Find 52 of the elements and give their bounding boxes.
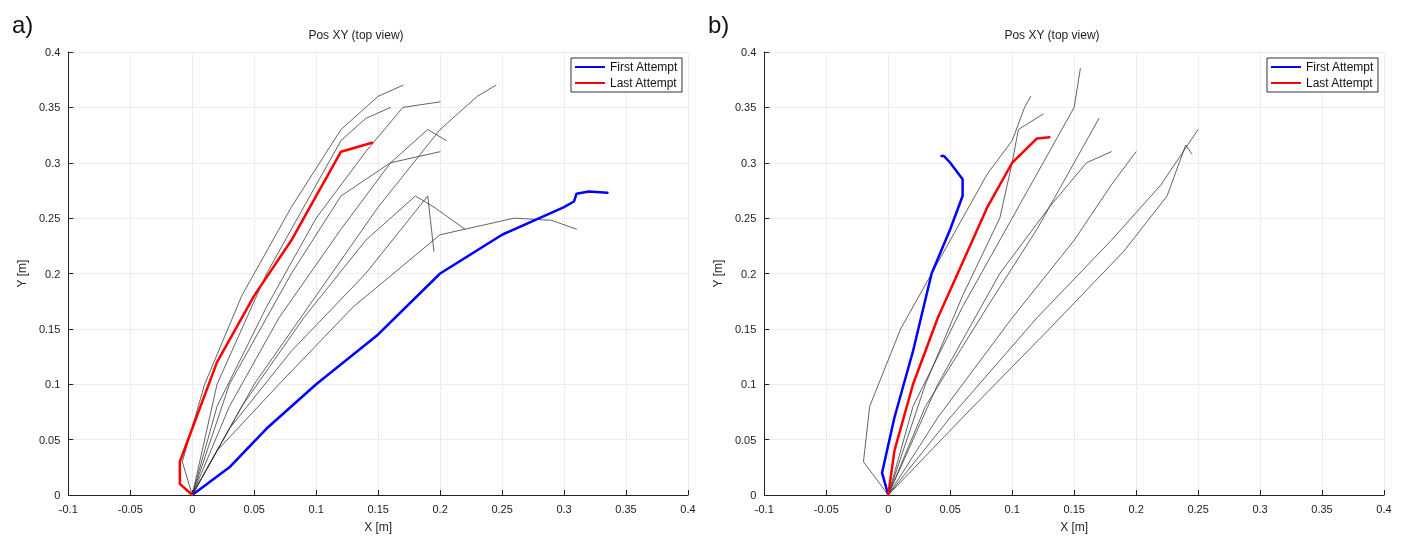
x-axis-title: X [m] (364, 520, 393, 534)
legend-label: First Attempt (1305, 60, 1374, 74)
y-tick-label: 0.15 (38, 322, 61, 335)
x-tick-label: 0.25 (1187, 502, 1209, 515)
y-tick-label: 0.35 (734, 101, 757, 114)
y-tick-label: 0.4 (45, 46, 61, 58)
x-axis-title: X [m] (1060, 520, 1089, 534)
x-tick-label: 0.05 (243, 502, 265, 515)
y-tick-label: 0.05 (734, 433, 757, 446)
x-tick-label: 0.4 (1376, 502, 1392, 515)
x-tick-label: -0.1 (58, 502, 78, 515)
x-tick-label: 0.15 (1063, 502, 1085, 515)
x-tick-label: 0.05 (939, 502, 961, 515)
y-tick-label: 0.1 (45, 378, 61, 391)
y-tick-label: 0.1 (741, 378, 757, 391)
x-tick-label: 0.2 (432, 502, 448, 515)
x-tick-label: -0.05 (117, 502, 143, 515)
x-tick-label: 0.4 (680, 502, 696, 515)
y-axis-title: Y [m] (15, 259, 29, 288)
y-tick-label: 0.25 (734, 212, 757, 225)
y-tick-label: 0 (750, 489, 757, 501)
x-tick-label: -0.1 (754, 502, 774, 515)
y-tick-label: 0.2 (741, 267, 757, 280)
x-tick-label: 0.1 (1004, 502, 1020, 515)
x-tick-label: 0.35 (1311, 502, 1333, 515)
y-tick-label: 0.2 (45, 267, 61, 280)
legend-label: Last Attempt (1305, 76, 1374, 90)
chart-title: Pos XY (top view) (308, 28, 404, 42)
x-tick-label: 0.15 (367, 502, 389, 515)
y-tick-label: 0 (54, 489, 61, 501)
text: a) (12, 10, 34, 38)
x-tick-label: 0.2 (1128, 502, 1144, 515)
x-tick-label: -0.05 (813, 502, 839, 515)
y-tick-label: 0.3 (45, 156, 61, 169)
chart-title: Pos XY (top view) (1004, 28, 1100, 42)
y-axis-title: Y [m] (711, 259, 725, 288)
y-tick-label: 0.4 (741, 46, 757, 58)
y-tick-label: 0.15 (734, 322, 757, 335)
y-tick-label: 0.25 (38, 212, 61, 225)
y-tick-label: 0.3 (741, 156, 757, 169)
y-tick-label: 0.35 (38, 101, 61, 114)
x-tick-label: 0 (189, 502, 196, 515)
x-tick-label: 0 (885, 502, 892, 515)
legend-label: Last Attempt (609, 76, 678, 90)
x-tick-label: 0.25 (491, 502, 513, 515)
y-tick-label: 0.05 (38, 433, 61, 446)
x-tick-label: 0.3 (1252, 502, 1268, 515)
x-tick-label: 0.3 (556, 502, 572, 515)
legend-label: First Attempt (609, 60, 678, 74)
text: b) (708, 10, 730, 38)
x-tick-label: 0.35 (615, 502, 637, 515)
x-tick-label: 0.1 (308, 502, 324, 515)
